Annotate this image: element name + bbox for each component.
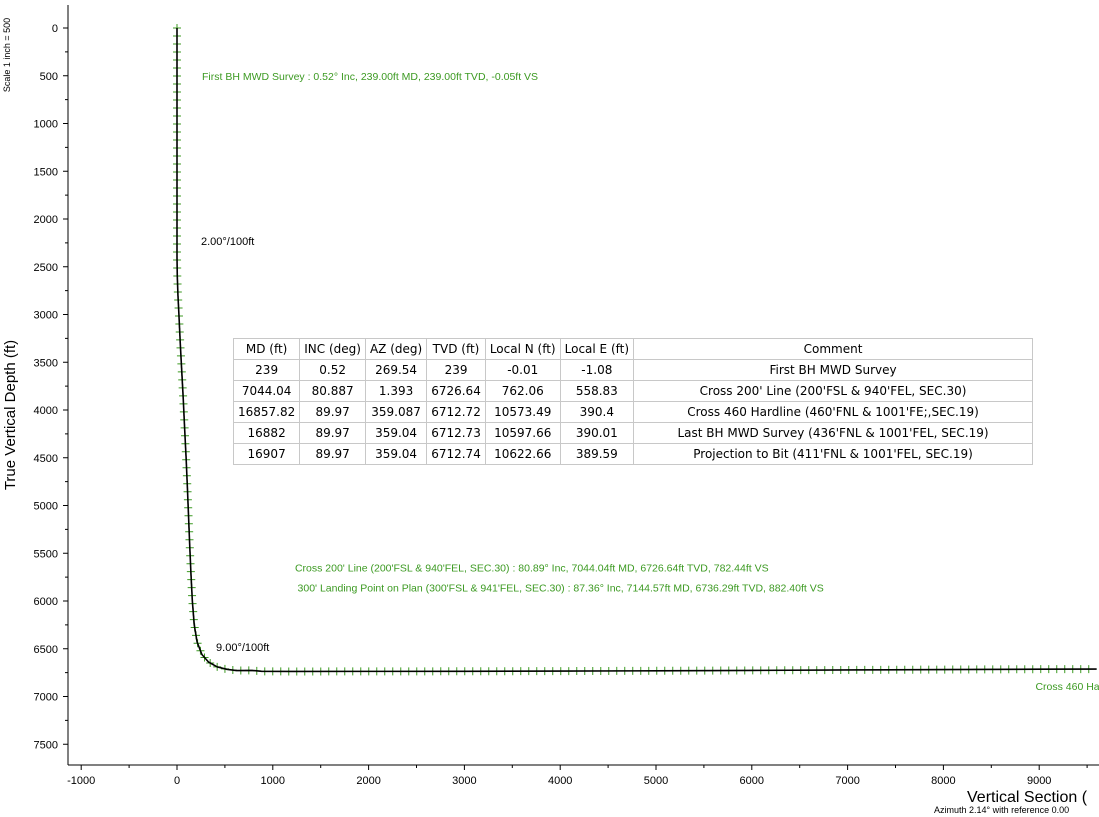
table-cell: 390.4 xyxy=(559,401,635,423)
table-row: 239 0.52 269.54 239 -0.01 -1.08 First BH MWD S… xyxy=(232,359,1034,381)
col-header-tvd: TVD (ft) xyxy=(426,338,486,360)
table-cell: 89.97 xyxy=(299,443,366,465)
x-tick-label: 6000 xyxy=(740,775,764,787)
x-tick-label: 8000 xyxy=(931,775,955,787)
build-rate-2-annotation: 2.00°/100ft xyxy=(201,236,254,248)
table-cell: 359.04 xyxy=(364,422,428,444)
azimuth-note: Azimuth 2.14° with reference 0.00 xyxy=(934,805,1069,815)
y-tick-label: 7000 xyxy=(34,692,58,704)
y-tick-label: 1500 xyxy=(34,166,58,178)
y-tick-label: 3500 xyxy=(34,357,58,369)
table-cell: 0.52 xyxy=(299,359,366,381)
col-header-local-n: Local N (ft) xyxy=(484,338,561,360)
x-tick-label: 5000 xyxy=(644,775,668,787)
y-tick-label: 4000 xyxy=(34,405,58,417)
table-cell: 89.97 xyxy=(299,401,366,423)
table-cell: 6712.73 xyxy=(426,422,486,444)
y-tick-label: 5000 xyxy=(34,501,58,513)
annotation-layer: First BH MWD Survey : 0.52° Inc, 239.00f… xyxy=(201,71,1099,693)
y-tick-label: 2000 xyxy=(34,214,58,226)
table-cell: 1.393 xyxy=(364,380,428,402)
first-survey-annotation: First BH MWD Survey : 0.52° Inc, 239.00f… xyxy=(202,71,538,83)
table-cell: -0.01 xyxy=(484,359,561,381)
table-cell: 10622.66 xyxy=(484,443,561,465)
plot-axes: 0 500 1000 1500 2000 2500 3000 3500 4000 4500 5000… xyxy=(34,5,1099,787)
scale-note: Scale 1 inch = 500 xyxy=(2,18,12,92)
cross-200-line-annotation: Cross 200' Line (200'FSL & 940'FEL, SEC.… xyxy=(295,562,769,574)
table-cell: Cross 200' Line (200'FSL & 940'FEL, SEC.… xyxy=(633,380,1034,402)
table-cell: First BH MWD Survey xyxy=(633,359,1034,381)
table-row: 16882 89.97 359.04 6712.73 10597.66 390.01 Las… xyxy=(232,422,1034,444)
col-header-az: AZ (deg) xyxy=(364,338,428,360)
table-cell: 389.59 xyxy=(559,443,635,465)
table-cell: 269.54 xyxy=(364,359,428,381)
landing-point-annotation: 300' Landing Point on Plan (300'FSL & 94… xyxy=(298,582,824,594)
y-tick-label: 4500 xyxy=(34,453,58,465)
table-cell: 16907 xyxy=(232,443,301,465)
table-cell: 10597.66 xyxy=(484,422,561,444)
table-cell: Last BH MWD Survey (436'FNL & 1001'FEL, … xyxy=(633,422,1034,444)
table-cell: 10573.49 xyxy=(484,401,561,423)
survey-table-body: 239 0.52 269.54 239 -0.01 -1.08 First BH MWD S… xyxy=(232,359,1034,465)
y-tick-label: 6000 xyxy=(34,596,58,608)
x-tick-label: 1000 xyxy=(261,775,285,787)
table-cell: 80.887 xyxy=(299,380,366,402)
y-tick-label: 5500 xyxy=(34,548,58,560)
x-tick-label: 7000 xyxy=(835,775,859,787)
table-cell: 6726.64 xyxy=(426,380,486,402)
table-row: 16857.82 89.97 359.087 6712.72 10573.49 390.4… xyxy=(232,401,1034,423)
x-axis-title: Vertical Section ( xyxy=(967,789,1088,806)
y-tick-label: 0 xyxy=(52,23,58,35)
table-cell: 359.087 xyxy=(364,401,428,423)
table-cell: 16882 xyxy=(232,422,301,444)
y-tick-label: 2500 xyxy=(34,262,58,274)
table-row: 7044.04 80.887 1.393 6726.64 762.06 558.83 Cro… xyxy=(232,380,1034,402)
y-tick-label: 7500 xyxy=(34,739,58,751)
wellbore-path-line xyxy=(176,28,1097,673)
col-header-comment: Comment xyxy=(633,338,1034,360)
table-cell: -1.08 xyxy=(559,359,635,381)
x-tick-label: 2000 xyxy=(356,775,380,787)
x-tick-label: 3000 xyxy=(452,775,476,787)
col-header-inc: INC (deg) xyxy=(299,338,366,360)
y-tick-label: 6500 xyxy=(34,644,58,656)
build-rate-9-annotation: 9.00°/100ft xyxy=(216,642,269,654)
table-cell: Projection to Bit (411'FNL & 1001'FEL, S… xyxy=(633,443,1034,465)
y-axis-title: True Vertical Depth (ft) xyxy=(2,340,19,490)
table-cell: 762.06 xyxy=(484,380,561,402)
table-cell: 6712.72 xyxy=(426,401,486,423)
survey-table-header-row: MD (ft) INC (deg) AZ (deg) TVD (ft) Loca… xyxy=(232,338,1034,360)
table-cell: 239 xyxy=(426,359,486,381)
col-header-local-e: Local E (ft) xyxy=(559,338,635,360)
table-row: 16907 89.97 359.04 6712.74 10622.66 389.59 Pro… xyxy=(232,443,1034,465)
table-cell: 89.97 xyxy=(299,422,366,444)
table-cell: 390.01 xyxy=(559,422,635,444)
y-tick-label: 1000 xyxy=(34,119,58,131)
x-tick-label: 0 xyxy=(174,775,180,787)
y-tick-label: 500 xyxy=(40,71,58,83)
table-cell: Cross 460 Hardline (460'FNL & 1001'FE;,S… xyxy=(633,401,1034,423)
table-cell: 239 xyxy=(232,359,301,381)
y-tick-label: 3000 xyxy=(34,310,58,322)
x-tick-label: -1000 xyxy=(67,775,95,787)
cross-460-hardline-annotation: Cross 460 Hardline (460'FNL & 1001'FE;,S… xyxy=(1035,681,1099,693)
table-cell: 558.83 xyxy=(559,380,635,402)
table-cell: 16857.82 xyxy=(232,401,301,423)
table-cell: 7044.04 xyxy=(232,380,301,402)
table-cell: 359.04 xyxy=(364,443,428,465)
x-tick-label: 9000 xyxy=(1027,775,1051,787)
survey-table: MD (ft) INC (deg) AZ (deg) TVD (ft) Loca… xyxy=(232,338,1034,465)
x-tick-label: 4000 xyxy=(548,775,572,787)
col-header-md: MD (ft) xyxy=(232,338,301,360)
series-layer xyxy=(173,24,1097,676)
table-cell: 6712.74 xyxy=(426,443,486,465)
